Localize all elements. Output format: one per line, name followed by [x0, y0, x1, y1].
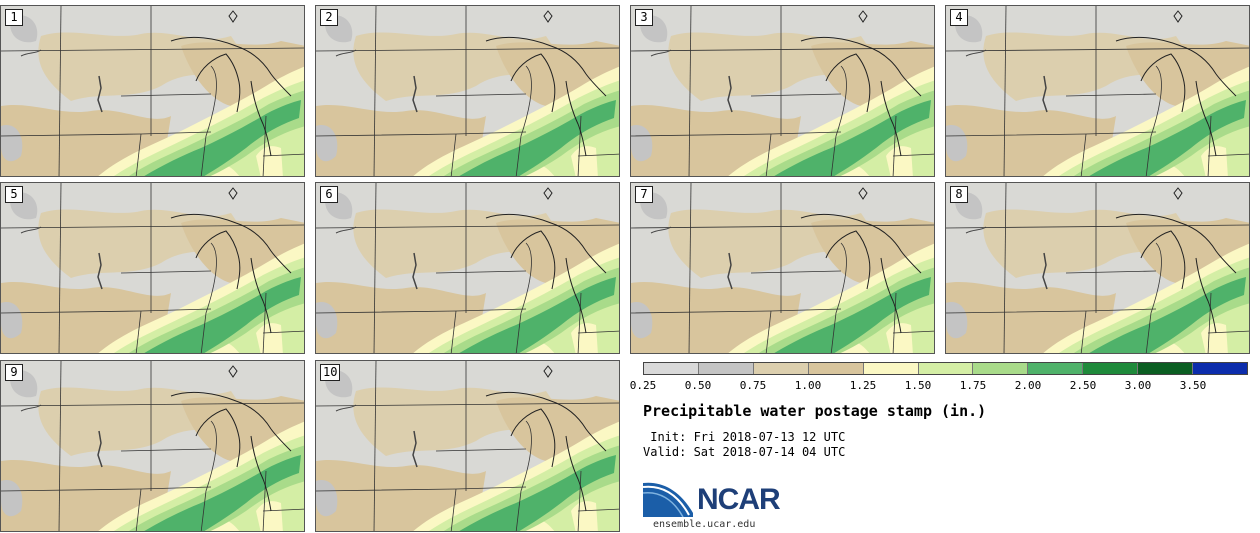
colorbar-tick-label: 3.00: [1124, 379, 1152, 392]
precipitable-water-map: [946, 183, 1249, 353]
colorbar-tick-label: 1.25: [849, 379, 877, 392]
precipitable-water-map: [1, 6, 304, 176]
member-number: 4: [950, 9, 968, 26]
precipitable-water-map: [316, 6, 619, 176]
precipitable-water-map: [631, 183, 934, 353]
colorbar-swatch: [863, 363, 919, 374]
colorbar-swatch: [973, 363, 1029, 374]
member-number: 1: [5, 9, 23, 26]
member-number: 8: [950, 186, 968, 203]
colorbar-swatch: [1028, 363, 1084, 374]
map-panel-3: 3: [630, 5, 935, 177]
map-panel-1: 1: [0, 5, 305, 177]
colorbar-swatch: [808, 363, 864, 374]
ncar-logo: NCAR ensemble.ucar.edu: [643, 477, 803, 533]
member-number: 3: [635, 9, 653, 26]
member-number: 5: [5, 186, 23, 203]
ncar-url: ensemble.ucar.edu: [653, 519, 756, 530]
chart-title: Precipitable water postage stamp (in.): [643, 402, 987, 420]
colorbar: [643, 362, 1248, 375]
map-panel-10: 10: [315, 360, 620, 532]
map-panel-2: 2: [315, 5, 620, 177]
precipitable-water-map: [631, 6, 934, 176]
colorbar-swatch: [1138, 363, 1194, 374]
colorbar-swatch: [753, 363, 809, 374]
init-time: Init: Fri 2018-07-13 12 UTC: [643, 430, 846, 444]
colorbar-tick-label: 0.75: [739, 379, 767, 392]
member-number: 10: [320, 364, 341, 381]
valid-time: Valid: Sat 2018-07-14 04 UTC: [643, 445, 846, 459]
member-number: 7: [635, 186, 653, 203]
member-number: 9: [5, 364, 23, 381]
precipitable-water-map: [1, 183, 304, 353]
member-number: 2: [320, 9, 338, 26]
precipitable-water-map: [316, 183, 619, 353]
colorbar-tick-label: 1.00: [794, 379, 822, 392]
precipitable-water-map: [316, 361, 619, 531]
map-panel-6: 6: [315, 182, 620, 354]
precipitable-water-map: [946, 6, 1249, 176]
ncar-swoosh-icon: [643, 482, 693, 517]
colorbar-swatch: [1083, 363, 1139, 374]
colorbar-tick-label: 0.50: [684, 379, 712, 392]
colorbar-tick-label: 2.50: [1069, 379, 1097, 392]
colorbar-ticks: 0.25 0.50 0.75 1.00 1.25 1.50 1.75 2.00 2.50 3.00…: [630, 379, 1260, 393]
colorbar-swatch: [698, 363, 754, 374]
colorbar-swatch: [918, 363, 974, 374]
colorbar-tick-label: 0.25: [629, 379, 657, 392]
colorbar-swatch: [1193, 363, 1247, 374]
member-number: 6: [320, 186, 338, 203]
map-panel-8: 8: [945, 182, 1250, 354]
map-panel-7: 7: [630, 182, 935, 354]
colorbar-swatch: [644, 363, 699, 374]
map-panel-5: 5: [0, 182, 305, 354]
colorbar-tick-label: 2.00: [1014, 379, 1042, 392]
map-panel-9: 9: [0, 360, 305, 532]
colorbar-tick-label: 1.75: [959, 379, 987, 392]
colorbar-tick-label: 3.50: [1179, 379, 1207, 392]
precipitable-water-map: [1, 361, 304, 531]
colorbar-tick-label: 1.50: [904, 379, 932, 392]
ncar-brand: NCAR: [697, 483, 781, 516]
map-panel-4: 4: [945, 5, 1250, 177]
